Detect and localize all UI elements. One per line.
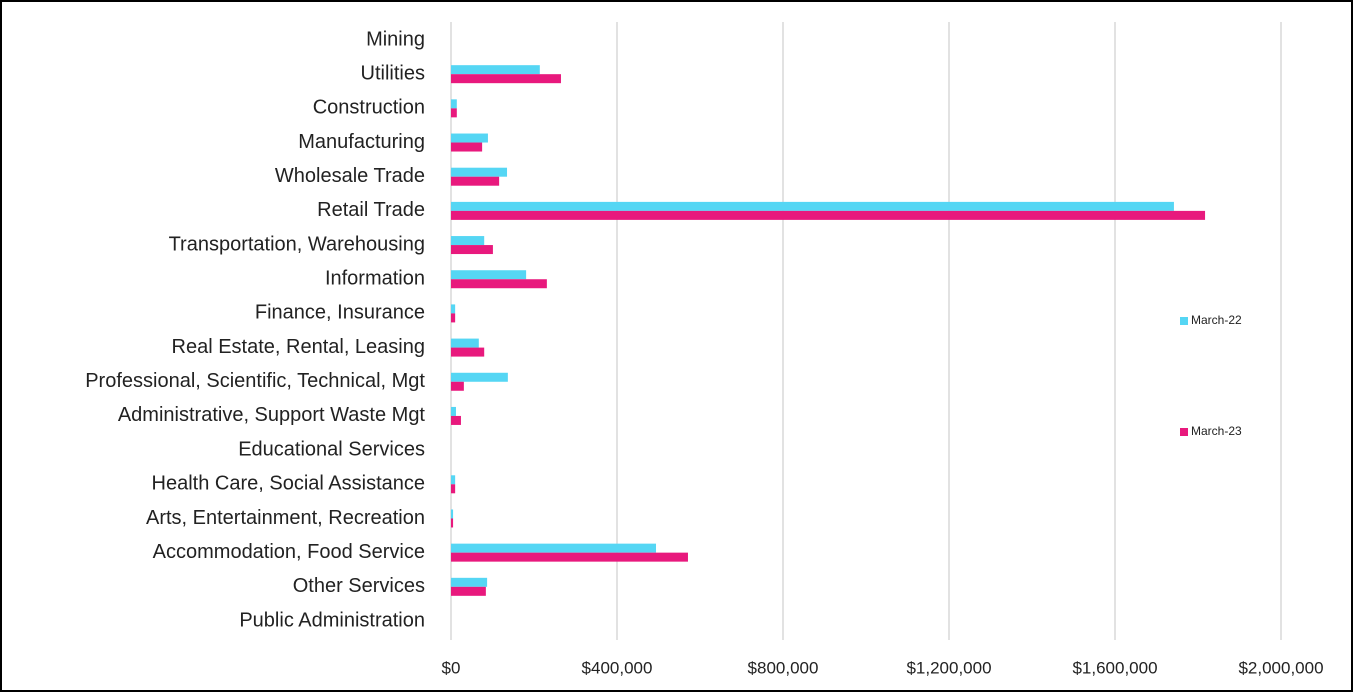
bar: [451, 245, 493, 255]
bar: [451, 99, 457, 109]
y-tick-label: Accommodation, Food Service: [153, 541, 425, 563]
y-tick-label: Utilities: [361, 62, 425, 84]
y-tick-label: Arts, Entertainment, Recreation: [146, 507, 425, 529]
bar: [451, 381, 464, 391]
bar: [451, 236, 485, 246]
bar: [451, 509, 454, 519]
bar: [451, 347, 485, 357]
bar: [451, 142, 483, 152]
y-tick-label: Retail Trade: [317, 199, 425, 221]
x-tick-label: $400,000: [582, 658, 653, 677]
x-tick-label: $800,000: [748, 658, 819, 677]
bar: [451, 577, 488, 587]
y-tick-label: Health Care, Social Assistance: [152, 473, 425, 495]
bar: [451, 484, 456, 494]
bar: [451, 210, 1206, 220]
bar: [451, 372, 508, 382]
y-tick-label: Real Estate, Rental, Leasing: [172, 336, 426, 358]
y-tick-label: Mining: [366, 28, 425, 50]
bar: [451, 518, 454, 528]
bar: [451, 65, 540, 75]
y-tick-label: Public Administration: [239, 609, 425, 631]
bar: [451, 108, 457, 118]
bar: [451, 406, 456, 416]
bar: [451, 74, 561, 84]
y-tick-label: Educational Services: [238, 438, 425, 460]
bar: [451, 133, 488, 143]
x-tick-label: $0: [442, 658, 461, 677]
bar: [451, 543, 657, 553]
y-tick-label: Finance, Insurance: [255, 302, 425, 324]
x-tick-label: $1,600,000: [1072, 658, 1157, 677]
bar: [451, 313, 456, 323]
legend-label: March-22: [1191, 313, 1242, 327]
bar: [451, 304, 456, 314]
bar: [451, 415, 461, 425]
bar: [451, 167, 508, 177]
bar: [451, 475, 456, 485]
bar: [451, 270, 527, 280]
y-tick-label: Information: [325, 268, 425, 290]
bar: [451, 338, 479, 348]
y-tick-label: Manufacturing: [298, 131, 425, 153]
x-tick-label: $2,000,000: [1238, 658, 1323, 677]
bar: [451, 176, 500, 186]
bar: [451, 279, 547, 289]
y-tick-label: Professional, Scientific, Technical, Mgt: [85, 370, 425, 392]
x-tick-label: $1,200,000: [906, 658, 991, 677]
bar: [451, 552, 688, 562]
y-tick-label: Transportation, Warehousing: [169, 233, 425, 255]
legend-swatch: [1180, 428, 1188, 436]
y-tick-label: Construction: [313, 97, 425, 119]
y-tick-label: Wholesale Trade: [275, 165, 425, 187]
bar: [451, 586, 486, 596]
y-tick-label: Other Services: [293, 575, 425, 597]
bar: [451, 201, 1174, 211]
y-tick-label: Administrative, Support Waste Mgt: [118, 404, 426, 426]
legend-label: March-23: [1191, 424, 1242, 438]
legend-swatch: [1180, 317, 1188, 325]
